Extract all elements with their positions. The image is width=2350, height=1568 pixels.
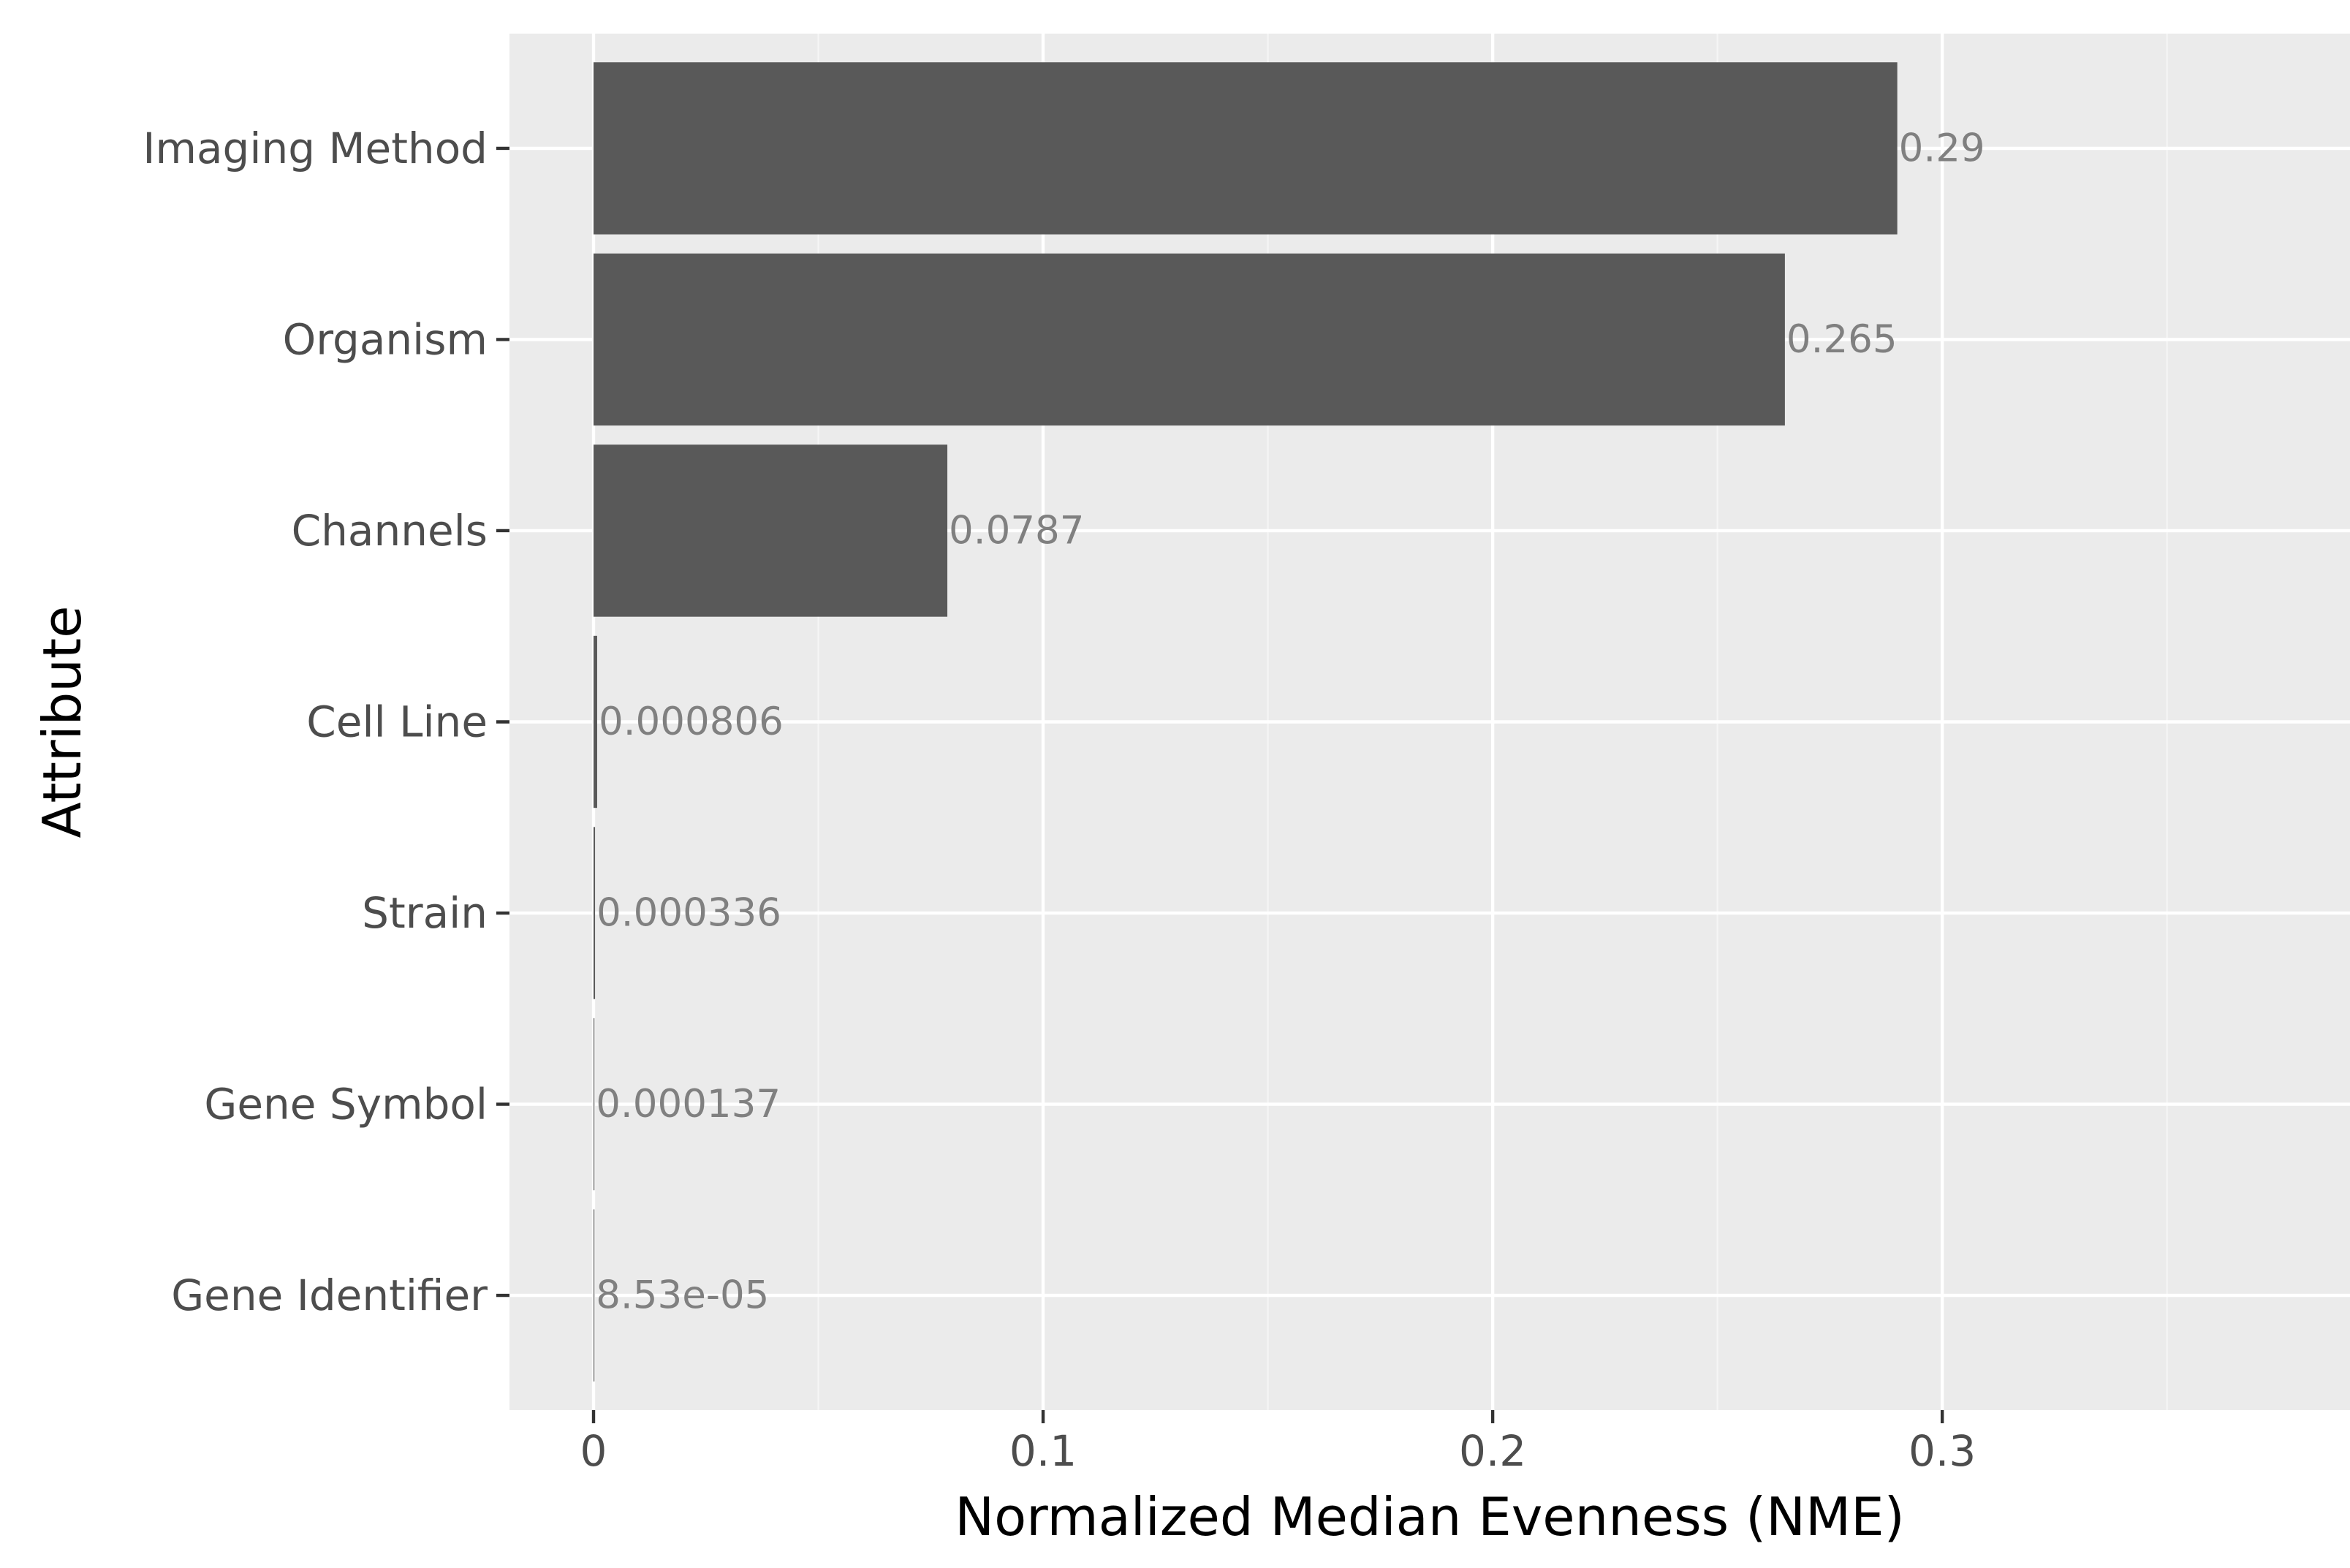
y-tick-label: Gene Identifier [171,1270,488,1320]
bar [594,62,1898,235]
y-tick-label: Gene Symbol [204,1080,488,1129]
y-axis-title: Attribute [31,606,93,838]
data-label: 0.0787 [949,508,1084,553]
bar [594,444,948,617]
bars [594,62,1898,1382]
bar [594,635,597,808]
y-tick-label: Imaging Method [143,124,488,173]
bar [594,827,596,999]
x-tick-label: 0.2 [1459,1426,1526,1476]
data-label: 0.000806 [599,700,784,744]
y-axis: Imaging Method Organism Channels Cell Line S… [143,124,509,1320]
data-label: 0.000137 [596,1082,781,1126]
data-label: 0.000336 [596,891,781,936]
y-tick-label: Organism [283,314,488,364]
x-axis-title: Normalized Median Evenness (NME) [955,1486,1904,1548]
data-label: 8.53e-05 [596,1273,769,1318]
x-tick-label: 0 [580,1426,607,1476]
x-tick-label: 0.1 [1009,1426,1077,1476]
data-label: 0.265 [1786,317,1898,362]
y-tick-label: Cell Line [306,697,488,747]
x-tick-label: 0.3 [1909,1426,1976,1476]
y-tick-label: Channels [292,506,488,556]
x-axis: 0 0.1 0.2 0.3 [580,1410,1976,1476]
y-tick-label: Strain [362,888,488,938]
data-labels: 0.29 0.265 0.0787 0.000806 0.000336 0.000137 8… [596,126,1985,1317]
data-label: 0.29 [1899,126,1985,170]
bar [594,253,1785,426]
